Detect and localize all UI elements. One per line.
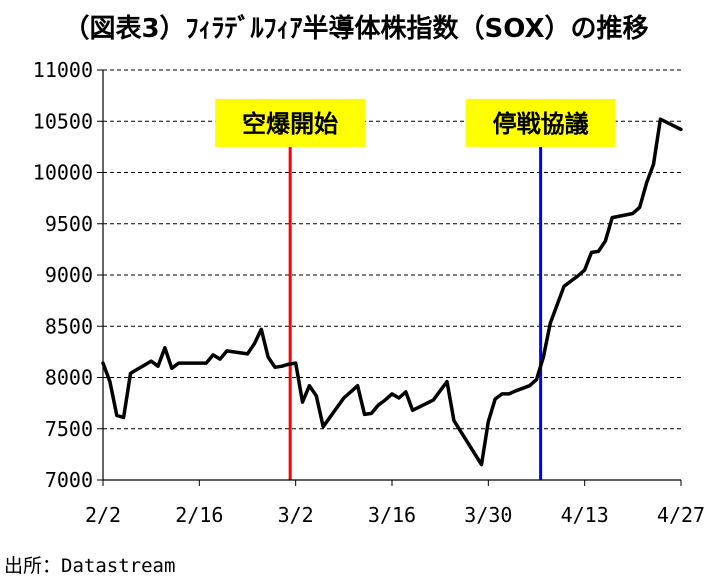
annotation-labels: 空爆開始 停戦協議 [215,98,616,147]
grid-layer [103,69,681,430]
source-note: 出所：Datastream [4,555,176,577]
x-tick-label-3/30: 3/30 [464,503,512,527]
x-tick-label-3/16: 3/16 [368,503,416,527]
series-line-1 [101,117,683,467]
x-tick-label-4/27: 4/27 [657,503,705,527]
chart-title: （図表3）ﾌｨﾗﾃﾞﾙﾌｨｱ半導体株指数（SOX）の推移 [63,13,648,44]
y-tick-label-10000: 10000 [33,161,93,185]
y-tick-label-7000: 7000 [45,468,93,492]
y-tick-label-8000: 8000 [45,366,93,390]
x-tick-label-2/2: 2/2 [85,503,121,527]
annotation-box-1 [215,98,366,147]
annotation-label-2: 停戦協議 [493,110,589,138]
annotation-label-1: 空爆開始 [242,110,338,138]
x-tick-label-3/2: 3/2 [278,503,314,527]
x-tick-label-2/16: 2/16 [175,503,223,527]
y-tick-label-10500: 10500 [33,109,93,133]
y-tick-label-11000: 11000 [33,58,93,82]
annotation-lines [288,146,543,480]
y-tick-label-7500: 7500 [45,417,93,441]
axis-layer: 7000 7500 8000 8500 9000 9500 10000 10500 11000 2… [33,58,705,527]
y-tick-label-9500: 9500 [45,212,93,236]
y-tick-label-8500: 8500 [45,314,93,338]
annotation-box-2 [465,98,616,147]
y-tick-label-9000: 9000 [45,263,93,287]
x-tick-label-4/13: 4/13 [561,503,609,527]
series-layer [101,117,683,467]
